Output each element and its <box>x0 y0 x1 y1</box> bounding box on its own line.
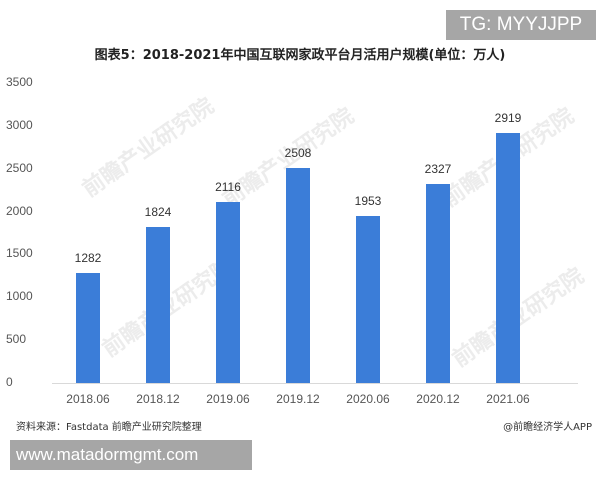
x-tick: 2019.06 <box>206 392 250 406</box>
bar-value-label: 2327 <box>424 162 452 176</box>
source-note: 资料来源：Fastdata 前瞻产业研究院整理 <box>16 422 202 433</box>
bar-value-label: 2508 <box>284 146 312 160</box>
bar <box>356 216 380 383</box>
credit-note: @前瞻经济学人APP <box>503 422 592 433</box>
x-tick: 2018.12 <box>136 392 180 406</box>
y-tick: 2000 <box>6 204 33 218</box>
bar <box>496 133 520 383</box>
bar <box>286 168 310 383</box>
bar-value-label: 2116 <box>215 180 241 194</box>
x-tick: 2021.06 <box>486 392 530 406</box>
bar <box>216 202 240 383</box>
bar-value-label: 1282 <box>74 251 102 265</box>
x-tick: 2018.06 <box>66 392 110 406</box>
x-tick: 2020.12 <box>416 392 460 406</box>
y-tick: 2500 <box>6 161 33 175</box>
x-tick: 2019.12 <box>276 392 320 406</box>
y-tick: 3500 <box>6 75 33 89</box>
bar-value-label: 1824 <box>144 205 172 219</box>
bar <box>76 273 100 383</box>
x-tick: 2020.06 <box>346 392 390 406</box>
y-tick: 1500 <box>6 246 33 260</box>
y-tick: 0 <box>6 375 13 389</box>
y-tick: 3000 <box>6 118 33 132</box>
bar-value-label: 2919 <box>494 111 522 125</box>
y-tick: 500 <box>6 332 27 346</box>
bar-value-label: 1953 <box>354 194 382 208</box>
bar <box>426 184 450 383</box>
bar <box>146 227 170 383</box>
tg-watermark-badge: TG: MYYJJPP <box>446 10 596 40</box>
x-axis-line <box>52 383 578 384</box>
chart-title: 图表5：2018-2021年中国互联网家政平台月活用户规模(单位：万人) <box>94 48 506 63</box>
y-tick: 1000 <box>6 289 33 303</box>
url-watermark-badge: www.matadormgmt.com <box>10 440 252 470</box>
